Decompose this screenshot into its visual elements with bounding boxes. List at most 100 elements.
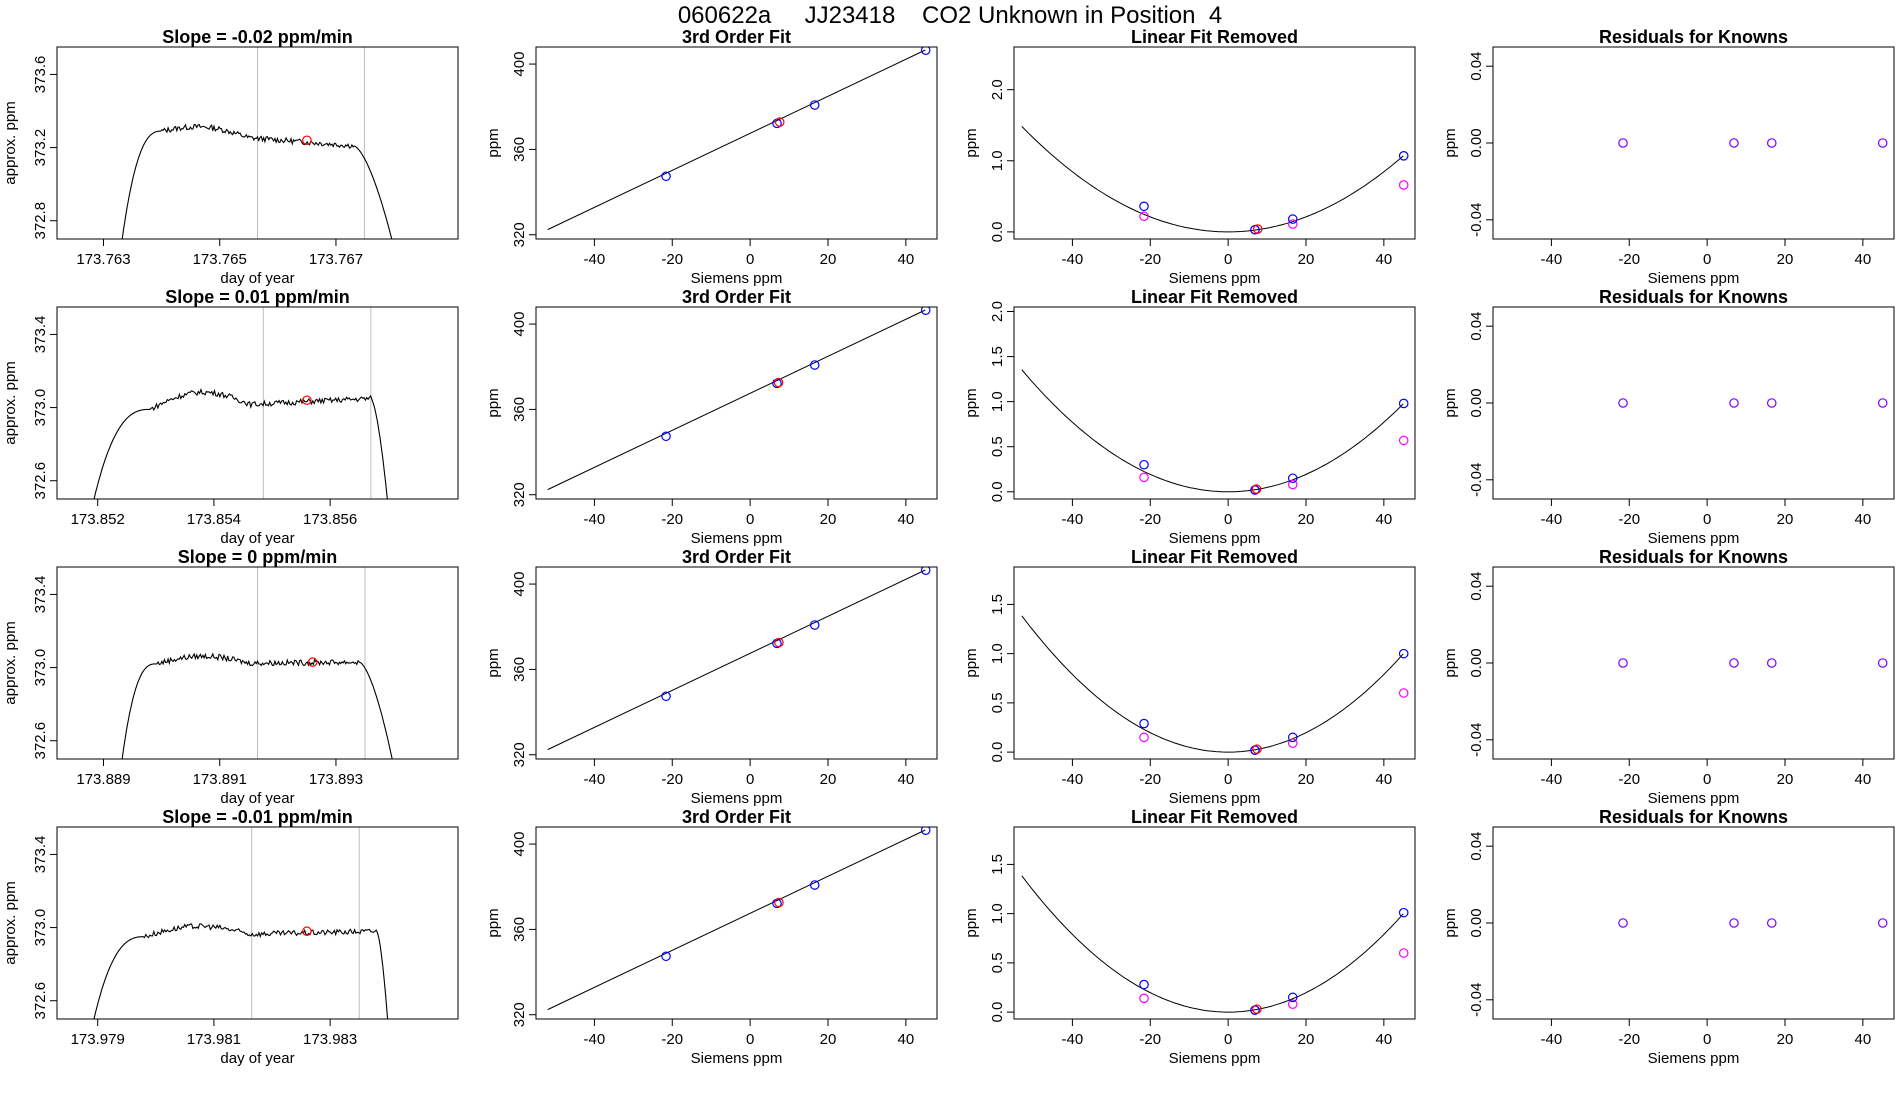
y-tick-label: 400 [511,832,528,857]
y-tick-label: 320 [511,482,528,507]
known-point [809,880,820,890]
plot-frame [535,566,938,760]
y-tick-label: 0.04 [1468,312,1485,341]
x-axis-label: Siemens ppm [691,790,783,807]
y-axis-label: ppm [485,128,502,157]
plot-area [121,567,393,759]
residual-point [1729,658,1739,668]
x-tick-label: 173.765 [193,251,247,268]
y-tick-label: -0.04 [1468,983,1485,1017]
panel-title: Linear Fit Removed [1131,27,1298,47]
known-point [920,307,931,315]
time-series-trace [121,652,393,759]
x-tick-label: 173.767 [309,251,363,268]
y-tick-label: 0.04 [1468,832,1485,861]
quadratic-curve [1021,126,1404,233]
y-tick-label: 0.0 [989,221,1006,242]
x-tick-label: 40 [1855,251,1872,268]
plot-area [547,827,931,1011]
linear-residual-point [1398,435,1409,446]
known-point [920,567,931,575]
y-axis-label: ppm [485,388,502,417]
x-tick-label: 173.763 [76,251,130,268]
y-tick-label: 373.0 [32,649,49,687]
plot-frame [1013,46,1416,240]
x-tick-label: -40 [1062,511,1084,528]
y-axis-label: ppm [963,388,980,417]
y-tick-label: 0.00 [1468,128,1485,157]
y-tick-label: 373.4 [32,316,49,354]
panel-linear-removed-row-3: Linear Fit Removed -40 -20 0 20 40 0.0 0.5 1.0 1.… [963,547,1416,807]
panel-residuals-row-2: Residuals for Knowns -40 -20 0 20 40 -0.04 0.00… [1442,287,1895,547]
unknown-mean-point [302,395,312,406]
x-tick-label: 40 [1376,1031,1393,1048]
x-tick-label: 173.893 [309,771,363,788]
y-tick-label: 373.2 [32,129,49,167]
x-tick-label: 20 [1298,771,1315,788]
x-tick-label: 173.889 [76,771,130,788]
y-axis-label: approx. ppm [2,101,19,184]
panel-residuals-row-4: Residuals for Knowns -40 -20 0 20 40 -0.04 0.00… [1442,807,1895,1067]
x-tick-label: 20 [1777,251,1794,268]
x-tick-label: 20 [1777,771,1794,788]
x-tick-label: -20 [661,251,683,268]
x-axis-label: day of year [220,530,294,547]
x-tick-label: 173.852 [71,511,125,528]
x-tick-label: -40 [584,511,606,528]
figure-title: 060622a JJ23418 CO2 Unknown in Position … [677,2,1223,29]
x-tick-label: 173.983 [303,1031,357,1048]
residual-point [1766,398,1777,408]
unknown-mean-point [302,135,312,146]
known-point [1139,718,1149,729]
y-tick-label: 1.5 [989,346,1006,367]
plot-area [1618,918,1888,928]
panel-fit-row-4: 3rd Order Fit -40 -20 0 20 40 320 360 400 Siemens… [485,807,938,1067]
plot-frame [56,826,459,1020]
x-tick-label: 173.979 [71,1031,125,1048]
x-axis-label: Siemens ppm [1169,530,1261,547]
plot-area [547,567,931,751]
known-point [1398,907,1409,918]
linear-residual-point [1139,732,1149,743]
panel-title: Linear Fit Removed [1131,547,1298,567]
x-tick-label: 40 [898,1031,915,1048]
y-tick-label: 360 [511,137,528,162]
unknown-point [773,377,784,388]
residual-point [1618,398,1628,408]
x-tick-label: 20 [820,511,837,528]
known-point [661,691,671,702]
known-point [1287,473,1298,484]
known-point [809,360,820,370]
y-tick-label: 372.6 [32,982,49,1020]
x-tick-label: -40 [584,251,606,268]
known-point [1287,992,1298,1003]
x-axis-label: Siemens ppm [691,270,783,287]
y-axis-label: ppm [1442,128,1459,157]
y-tick-label: 2.0 [989,301,1006,322]
panel-title: Residuals for Knowns [1599,27,1788,47]
plot-area [1618,658,1888,668]
x-tick-label: -20 [1618,1031,1640,1048]
x-tick-label: 0 [1224,251,1232,268]
x-tick-label: 0 [746,251,754,268]
panel-title: Slope = 0.01 ppm/min [165,287,350,307]
x-axis-label: day of year [220,270,294,287]
y-tick-label: 2.0 [989,79,1006,100]
x-tick-label: 40 [1376,251,1393,268]
panel-time-series-row-2: Slope = 0.01 ppm/min 173.852 173.854 173.85… [2,287,459,547]
x-tick-label: -20 [1618,771,1640,788]
y-tick-label: 0.5 [989,952,1006,973]
x-tick-label: 173.891 [193,771,247,788]
panel-linear-removed-row-1: Linear Fit Removed -40 -20 0 20 40 0.0 1.0 2.0 Si… [963,27,1416,287]
unknown-mean-point [302,926,312,937]
y-tick-label: 1.5 [989,594,1006,615]
x-tick-label: -20 [1139,771,1161,788]
known-point [1287,732,1298,743]
x-tick-label: -20 [1139,251,1161,268]
plot-frame [535,306,938,500]
y-tick-label: 1.0 [989,150,1006,171]
y-axis-label: approx. ppm [2,361,19,444]
x-tick-label: -40 [1541,251,1563,268]
known-point [920,47,931,55]
x-tick-label: -40 [1541,511,1563,528]
